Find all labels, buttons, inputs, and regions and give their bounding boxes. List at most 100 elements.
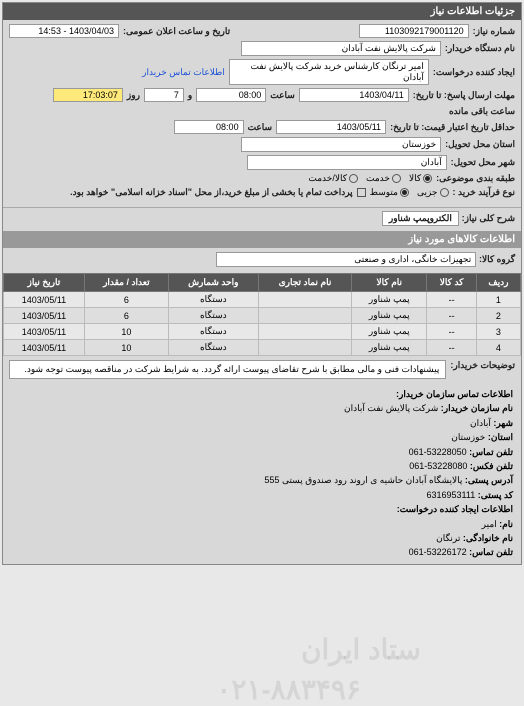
- field-price-time: 08:00: [174, 120, 244, 134]
- val-tel: 53228050-061: [409, 447, 467, 457]
- table-cell: 1: [476, 292, 520, 308]
- table-cell: دستگاه: [168, 340, 258, 356]
- table-cell: 10: [84, 324, 168, 340]
- table-cell: [258, 340, 351, 356]
- label-reply-deadline: مهلت ارسال پاسخ: تا تاریخ:: [413, 90, 515, 101]
- table-row: 1--پمپ شناوردستگاه61403/05/11: [4, 292, 521, 308]
- table-cell: [258, 292, 351, 308]
- section-goods-info: اطلاعات کالاهای مورد نیاز: [3, 231, 521, 248]
- table-header: نام نماد تجاری: [258, 274, 351, 292]
- radio-kala-label: کالا: [409, 173, 421, 184]
- field-province: خوزستان: [241, 137, 441, 152]
- radio-khedmat-label: خدمت: [366, 173, 390, 184]
- table-cell: 1403/05/11: [4, 308, 85, 324]
- val-name: امیر: [482, 519, 497, 529]
- radio-khedmat[interactable]: [392, 174, 401, 183]
- table-cell: [258, 308, 351, 324]
- radio-motevaset[interactable]: [400, 188, 409, 197]
- table-row: 2--پمپ شناور دستگاه61403/05/11: [4, 308, 521, 324]
- label-postal-code: کد پستی:: [478, 490, 513, 500]
- table-cell: دستگاه: [168, 324, 258, 340]
- label-need-no: شماره نیاز:: [473, 26, 515, 37]
- field-price-date: 1403/05/11: [276, 120, 386, 134]
- label-province: استان محل تحویل:: [445, 139, 515, 150]
- label-general-desc: شرح کلی نیاز:: [462, 213, 515, 223]
- label-buyer-notes: توضیحات خریدار:: [450, 360, 515, 371]
- field-reply-time: 08:00: [196, 88, 266, 102]
- table-cell: 2: [476, 308, 520, 324]
- radio-kala[interactable]: [423, 174, 432, 183]
- table-cell: 1403/05/11: [4, 340, 85, 356]
- radio-jozi[interactable]: [440, 188, 449, 197]
- label-payment-note: پرداخت تمام یا بخشی از مبلغ خرید،از محل …: [70, 187, 353, 198]
- val-family: ترنگان: [436, 533, 460, 543]
- watermark-1: ستاد ایران: [301, 633, 421, 666]
- label-va: و: [188, 90, 192, 101]
- label-postal-addr: آدرس پستی:: [465, 475, 513, 485]
- field-buyer-notes: پیشنهادات فنی و مالی مطابق با شرح تقاضای…: [9, 360, 446, 379]
- table-cell: دستگاه: [168, 292, 258, 308]
- table-cell: --: [427, 308, 476, 324]
- table-row: 4--پمپ شناوردستگاه101403/05/11: [4, 340, 521, 356]
- field-public-dt: 1403/04/03 - 14:53: [9, 24, 119, 38]
- label-public-dt: تاریخ و ساعت اعلان عمومی:: [123, 26, 230, 37]
- field-remain: 17:03:07: [53, 88, 123, 102]
- table-cell: 3: [476, 324, 520, 340]
- label-creator: ایجاد کننده درخواست:: [433, 67, 515, 78]
- table-row: 3--پمپ شناوردستگاه101403/05/11: [4, 324, 521, 340]
- field-days: 7: [144, 88, 184, 102]
- table-cell: 6: [84, 292, 168, 308]
- field-goods-group: تجهیزات خانگی، اداری و صنعتی: [216, 252, 476, 267]
- label-buyer-org: نام دستگاه خریدار:: [445, 43, 515, 54]
- table-cell: 1403/05/11: [4, 292, 85, 308]
- field-buyer-org: شرکت پالایش نفت آبادان: [241, 41, 441, 56]
- label-saat-2: ساعت: [248, 122, 273, 133]
- table-cell: پمپ شناور: [352, 308, 427, 324]
- field-creator: امیر ترنگان کارشناس خرید شرکت پالایش نفت…: [229, 59, 429, 85]
- label-name: نام:: [499, 519, 513, 529]
- label-family: نام خانوادگی:: [463, 533, 513, 543]
- field-reply-date: 1403/04/11: [299, 88, 409, 102]
- label-fax: تلفن فکس:: [470, 461, 513, 471]
- label-remain: ساعت باقی مانده: [449, 106, 515, 117]
- val-fax: 53228080-061: [409, 461, 467, 471]
- val-province2: خوزستان: [451, 432, 485, 442]
- val-postal-addr: پالایشگاه آبادان حاشیه ی اروند رود صندوق…: [264, 475, 462, 485]
- table-header: ردیف: [476, 274, 520, 292]
- table-cell: [258, 324, 351, 340]
- table-cell: پمپ شناور: [352, 324, 427, 340]
- label-saat-1: ساعت: [270, 90, 295, 101]
- table-cell: 4: [476, 340, 520, 356]
- label-rooz: روز: [127, 90, 140, 101]
- table-cell: 10: [84, 340, 168, 356]
- label-price-valid: حداقل تاریخ اعتبار قیمت: تا تاریخ:: [390, 122, 515, 133]
- label-tel: تلفن تماس:: [469, 447, 513, 457]
- table-cell: --: [427, 324, 476, 340]
- label-tel2: تلفن تماس:: [469, 547, 513, 557]
- table-header: کد کالا: [427, 274, 476, 292]
- label-process-type: نوع فرآیند خرید :: [453, 187, 516, 198]
- radio-kala-khedmat-label: کالا/خدمت: [308, 173, 347, 184]
- link-buyer-contact[interactable]: اطلاعات تماس خریدار: [142, 67, 225, 78]
- table-cell: --: [427, 340, 476, 356]
- val-postal-code: 6316953111: [427, 490, 476, 500]
- contact-header: اطلاعات تماس سازمان خریدار:: [396, 389, 513, 399]
- requester-header: اطلاعات ایجاد کننده درخواست:: [397, 504, 513, 514]
- table-cell: دستگاه: [168, 308, 258, 324]
- label-city2: شهر:: [493, 418, 513, 428]
- label-category: طبقه بندی موضوعی:: [436, 173, 515, 184]
- watermark-2: ۰۲۱-۸۸۳۴۹۶: [216, 673, 361, 706]
- table-cell: 6: [84, 308, 168, 324]
- table-header: تاریخ نیاز: [4, 274, 85, 292]
- category-radio-group: کالا خدمت کالا/خدمت: [308, 173, 432, 184]
- label-goods-group: گروه کالا:: [479, 254, 515, 264]
- field-general-desc: الکتروپمپ شناور: [382, 211, 459, 226]
- goods-table: ردیفکد کالانام کالانام نماد تجاریواحد شم…: [3, 273, 521, 356]
- process-radio-group: جزیی متوسط: [370, 187, 449, 198]
- radio-kala-khedmat[interactable]: [349, 174, 358, 183]
- panel-title: جزئیات اطلاعات نیاز: [3, 3, 521, 20]
- field-city: آبادان: [247, 155, 447, 170]
- checkbox-payment[interactable]: [357, 188, 366, 197]
- val-city2: آبادان: [470, 418, 491, 428]
- table-cell: --: [427, 292, 476, 308]
